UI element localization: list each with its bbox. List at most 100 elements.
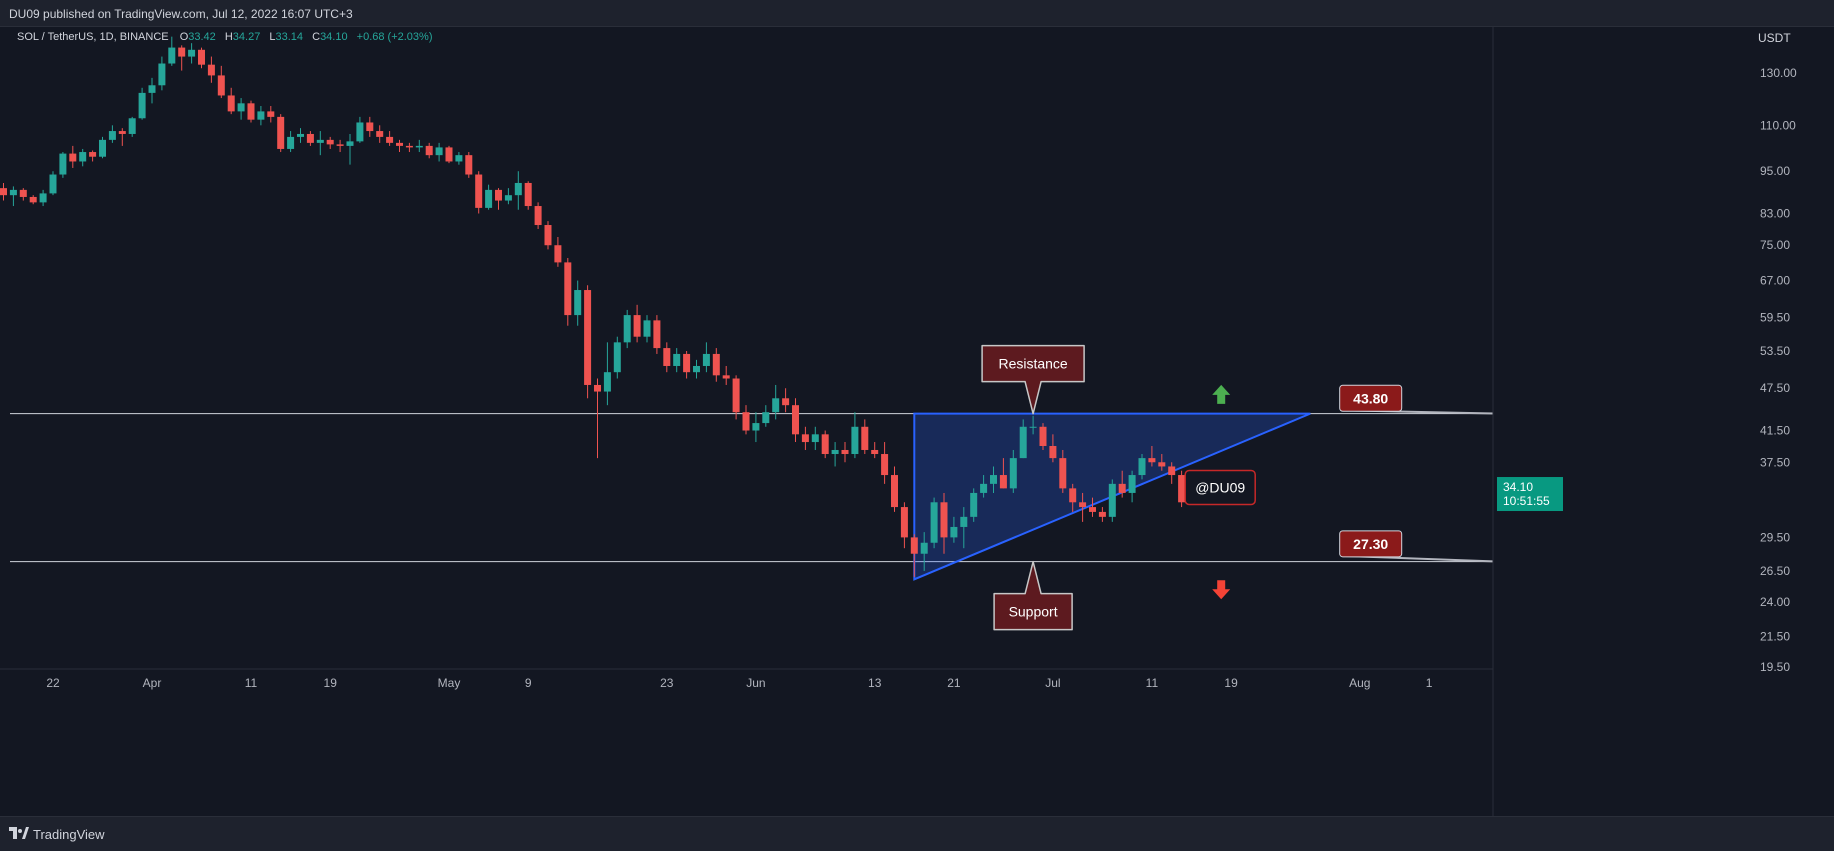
candle-body [881,454,889,476]
candle-body [257,111,265,120]
tradingview-logo-icon[interactable] [9,827,29,841]
candle-body [1148,458,1156,463]
candle-body [306,133,314,143]
candle-body [821,434,829,455]
footer-brand[interactable]: TradingView [33,827,105,842]
candle-body [643,320,651,337]
candle-body [1098,511,1106,517]
candle-body [613,342,621,373]
candle-body [544,225,552,246]
author-tag-text: @DU09 [1195,479,1245,495]
footer-bar: TradingView [0,816,1834,851]
candle-body [940,502,948,538]
candle-body [980,483,988,493]
candle-body [524,182,532,207]
currency-label: USDT [1758,31,1791,45]
candle-body [49,174,57,194]
candle-body [693,365,700,373]
candle-body [603,372,611,392]
price-tag-box [1339,530,1403,558]
annotations: Resistance Support @DU09 43.80 27.30 [981,344,1501,631]
candle-body [465,155,473,175]
candle-body [673,353,681,366]
candle-body [1009,458,1017,489]
callout-box [981,344,1085,415]
legend-low-label: L [269,31,275,43]
candle-body [297,133,304,137]
candle-body [79,152,87,162]
candle-body [782,398,790,406]
y-tick-label: 21.50 [1760,629,1790,643]
candle-body [435,147,443,156]
arrow-up-icon [1212,384,1231,404]
candle-body [99,139,106,157]
candle-body [475,174,483,208]
time-axis: 22 Apr 11 19 May 9 23 Jun 13 21 Jul 11 19 Aug 1 [0,668,1493,690]
candle-body [277,116,285,149]
candle-body [633,315,641,337]
candle-body [217,75,225,96]
y-tick-label: 24.00 [1760,595,1790,609]
candle-body [485,189,493,208]
x-tick-label: 13 [868,676,882,690]
candle-body [990,475,997,484]
price-chart[interactable]: Resistance Support @DU09 43.80 27.30 USDT 130… [0,27,1834,816]
x-tick-label: May [438,676,461,690]
candle-body [138,92,146,119]
legend-open: 33.42 [188,31,216,43]
horizontal-levels [10,413,1500,563]
candle-body [1128,475,1136,493]
candle-body [386,136,394,143]
candle-body [1158,462,1166,467]
candle-body [108,131,116,140]
candle-body [247,103,255,120]
candle-body [514,182,522,196]
candle-body [584,290,592,385]
candle-body [574,290,582,316]
candle-body [594,384,601,392]
candle-body [415,145,423,148]
candle-body [950,526,958,538]
candle-body [1029,426,1037,428]
candle-body [930,502,938,543]
candles [0,36,1195,577]
x-tick-label: Jun [746,676,765,690]
author-tag-box [1184,469,1256,506]
candle-body [1069,488,1077,503]
candle-body [663,348,671,366]
candle-body [1049,445,1057,459]
candle-body [29,196,37,203]
candle-body [495,189,502,201]
candle-body [287,136,295,149]
last-price-badge [1497,477,1563,512]
candle-body [376,131,384,137]
y-tick-label: 29.50 [1760,530,1790,544]
candle-body [19,189,27,197]
y-tick-label: 83.00 [1760,206,1790,220]
candle-body [445,147,453,162]
candle-body [1079,502,1087,508]
candle-body [405,145,413,148]
candle-body [653,320,661,349]
last-price-text: 34.10 [1503,480,1533,494]
candle-body [1039,426,1047,446]
candle-body [970,492,978,517]
y-tick-label: 110.00 [1760,118,1796,132]
candle-body [811,434,819,443]
candle-body [702,353,710,366]
x-tick-label: 22 [46,676,60,690]
candle-body [999,475,1007,489]
candle-body [158,63,166,86]
x-tick-label: Jul [1045,676,1060,690]
candle-body [207,64,215,76]
candle-body [801,434,809,443]
symbol-legend: SOL / TetherUS, 1D, BINANCE O33.42 H34.2… [17,31,433,43]
legend-open-label: O [180,31,189,43]
candle-body [178,47,186,57]
x-tick-label: Aug [1349,676,1370,690]
candle-body [1059,458,1067,489]
chart-area[interactable]: Resistance Support @DU09 43.80 27.30 USDT 130… [0,27,1834,816]
x-tick-label: Apr [143,676,162,690]
candle-body [366,122,374,132]
candle-body [910,537,918,554]
